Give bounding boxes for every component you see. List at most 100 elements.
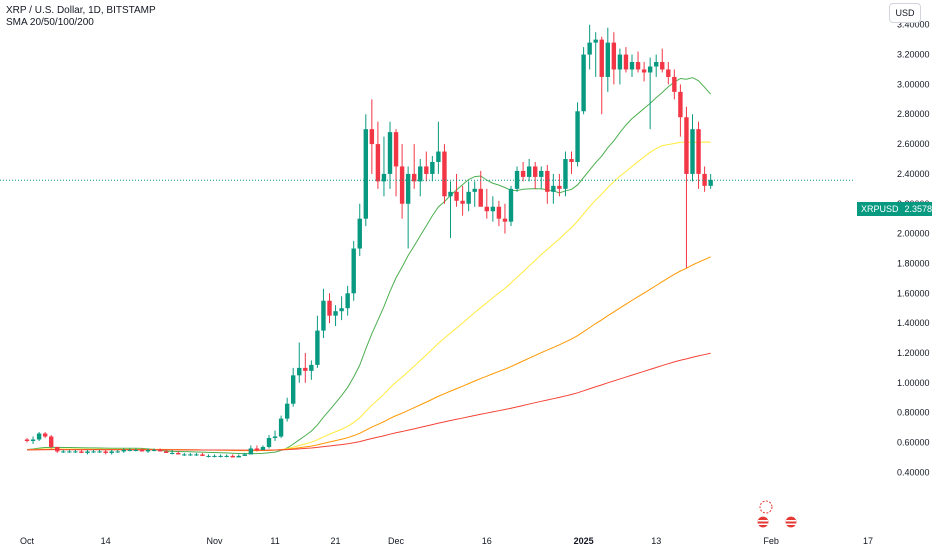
candle — [412, 144, 417, 189]
candle — [49, 435, 54, 449]
candle — [85, 449, 90, 455]
y-tick-label: 1.40000 — [897, 318, 930, 328]
candle — [303, 352, 308, 383]
candle — [490, 196, 496, 222]
candle — [647, 57, 653, 130]
candle — [405, 166, 411, 249]
x-tick-label: 21 — [331, 536, 341, 546]
y-tick-label: 2.00000 — [897, 229, 930, 239]
price-label-symbol: XRPUSD — [861, 204, 899, 214]
candle — [393, 129, 399, 197]
us-flag-icon[interactable] — [756, 515, 770, 529]
us-flag-icon[interactable] — [784, 515, 798, 529]
candle — [30, 436, 36, 444]
y-tick-label: 2.80000 — [897, 109, 930, 119]
candle — [484, 188, 489, 219]
candle — [272, 430, 278, 441]
candle — [430, 156, 435, 182]
x-tick-label: 16 — [482, 536, 492, 546]
candle — [654, 54, 659, 77]
candle — [399, 144, 405, 219]
candle — [284, 397, 290, 422]
event-icons — [756, 500, 798, 529]
y-tick-label: 3.20000 — [897, 50, 930, 60]
candle — [635, 51, 641, 73]
candle — [545, 164, 550, 204]
x-tick-label: 11 — [270, 536, 279, 546]
y-tick-label: 2.60000 — [897, 139, 930, 149]
candle — [436, 121, 441, 174]
y-tick-label: 1.60000 — [897, 288, 930, 298]
candle — [381, 136, 387, 197]
candle — [115, 449, 120, 453]
chart-legend: XRP / U.S. Dollar, 1D, BITSTAMP SMA 20/5… — [6, 5, 156, 29]
currency-button[interactable]: USD — [889, 3, 921, 23]
y-tick-label: 1.80000 — [897, 258, 930, 268]
candle — [121, 448, 126, 453]
candle — [36, 432, 42, 441]
candle — [182, 452, 187, 456]
candle — [260, 445, 266, 450]
y-tick-label: 3.00000 — [897, 79, 930, 89]
candle — [351, 241, 356, 301]
candle — [623, 47, 629, 73]
candle — [206, 454, 211, 458]
candle — [641, 62, 647, 82]
y-tick-label: 0.60000 — [897, 437, 930, 447]
candle — [97, 449, 102, 453]
x-tick-label: 13 — [651, 536, 661, 546]
sma-layer — [26, 77, 712, 455]
candle — [297, 342, 302, 383]
price-label-value: 2.35787 — [904, 204, 932, 214]
candle — [575, 102, 580, 167]
sma-100-line — [26, 256, 711, 451]
candle — [103, 449, 108, 455]
candle — [133, 448, 139, 452]
candle — [73, 449, 78, 453]
x-tick-label: Feb — [763, 536, 779, 546]
y-tick-label: 1.20000 — [897, 348, 930, 358]
candle — [472, 181, 477, 207]
candle-layer — [24, 24, 713, 458]
x-tick-label: Oct — [20, 536, 35, 546]
candle — [660, 48, 665, 73]
candle — [520, 161, 526, 182]
candle — [321, 288, 326, 339]
candle — [176, 451, 181, 455]
candle — [587, 24, 592, 70]
candle — [327, 293, 332, 324]
candle — [460, 185, 465, 216]
candle — [333, 305, 338, 327]
y-tick-label: 0.80000 — [897, 408, 930, 418]
candle — [145, 448, 151, 453]
candle — [599, 36, 604, 115]
candle — [502, 203, 508, 234]
candle — [339, 296, 344, 321]
candle — [696, 121, 701, 189]
candle — [157, 448, 163, 452]
candle — [496, 200, 502, 227]
candle — [67, 449, 72, 453]
sma-20-line — [26, 77, 712, 455]
x-tick-label: Dec — [388, 536, 405, 546]
y-tick-label: 2.40000 — [897, 169, 930, 179]
time-axis: Oct14Nov1121Dec16202513Feb17Ma — [20, 536, 873, 546]
candle — [79, 449, 84, 453]
candle — [533, 161, 538, 189]
indicator-label[interactable]: SMA 20/50/100/200 — [6, 17, 94, 28]
candle — [708, 173, 713, 189]
candle — [194, 452, 199, 456]
candle — [42, 432, 48, 439]
candle — [266, 435, 272, 449]
candle — [526, 159, 532, 182]
candle — [200, 452, 205, 456]
candle — [291, 367, 296, 407]
candle — [569, 151, 574, 174]
candle — [581, 47, 586, 115]
candle — [254, 445, 260, 452]
last-price-label: XRPUSD 2.35787 — [857, 202, 932, 216]
candle — [551, 173, 556, 204]
event-lightning-icon[interactable] — [759, 500, 773, 514]
x-tick-label: 17 — [863, 536, 873, 546]
